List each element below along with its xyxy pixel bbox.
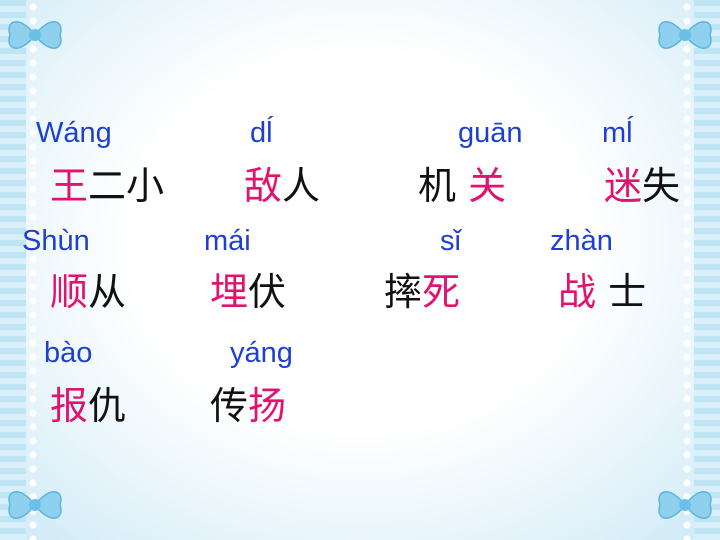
highlight-char: 死 <box>422 270 461 314</box>
highlight-char: 顺 <box>50 270 89 314</box>
highlight-char: 埋 <box>210 270 249 314</box>
bow-icon <box>658 21 712 49</box>
plain-chars: 失 <box>642 164 681 208</box>
highlight-char: 报 <box>50 384 89 428</box>
left-lace-dots <box>26 0 40 540</box>
bow-icon <box>8 21 62 49</box>
pinyin-mi: mĺ <box>602 117 633 149</box>
highlight-char: 王 <box>50 164 89 208</box>
pinyin-yang: yáng <box>230 337 293 369</box>
word-shuncong: 顺从 <box>50 270 126 314</box>
highlight-char: 关 <box>468 164 507 208</box>
pinyin-guan: guān <box>458 117 523 149</box>
bow-icon <box>658 491 712 519</box>
word-zhanshi: 战 士 <box>558 270 646 314</box>
highlight-char: 敌 <box>244 164 283 208</box>
highlight-char: 扬 <box>248 384 287 428</box>
plain-chars: 摔 <box>384 270 423 314</box>
word-wang-er-xiao: 王二小 <box>50 164 164 208</box>
left-lace-border <box>0 0 26 540</box>
plain-chars: 从 <box>88 270 127 314</box>
plain-chars: 人 <box>282 164 321 208</box>
right-lace-border <box>694 0 720 540</box>
word-baochou: 报仇 <box>50 384 126 428</box>
pinyin-mai: mái <box>204 225 251 257</box>
bow-icon <box>8 491 62 519</box>
plain-chars: 伏 <box>248 270 287 314</box>
plain-chars: 二小 <box>88 164 165 208</box>
right-lace-dots <box>680 0 694 540</box>
word-chuanyang: 传扬 <box>210 384 286 428</box>
plain-chars: 士 <box>608 270 647 314</box>
pinyin-bao: bào <box>44 337 93 369</box>
word-mishi: 迷失 <box>604 164 680 208</box>
pinyin-di: dĺ <box>250 117 273 149</box>
pinyin-shun: Shùn <box>22 225 90 257</box>
highlight-char: 战 <box>558 270 609 314</box>
plain-chars: 传 <box>210 384 249 428</box>
word-shuaisi: 摔死 <box>384 270 460 314</box>
highlight-char: 迷 <box>604 164 643 208</box>
plain-chars: 仇 <box>88 384 127 428</box>
pinyin-wang: Wáng <box>36 117 112 149</box>
plain-chars: 机 <box>418 164 469 208</box>
pinyin-si: sǐ <box>440 225 461 257</box>
word-jiguan: 机 关 <box>418 164 506 208</box>
word-maifu: 埋伏 <box>210 270 286 314</box>
word-diren: 敌人 <box>244 164 320 208</box>
pinyin-zhan: zhàn <box>550 225 613 257</box>
